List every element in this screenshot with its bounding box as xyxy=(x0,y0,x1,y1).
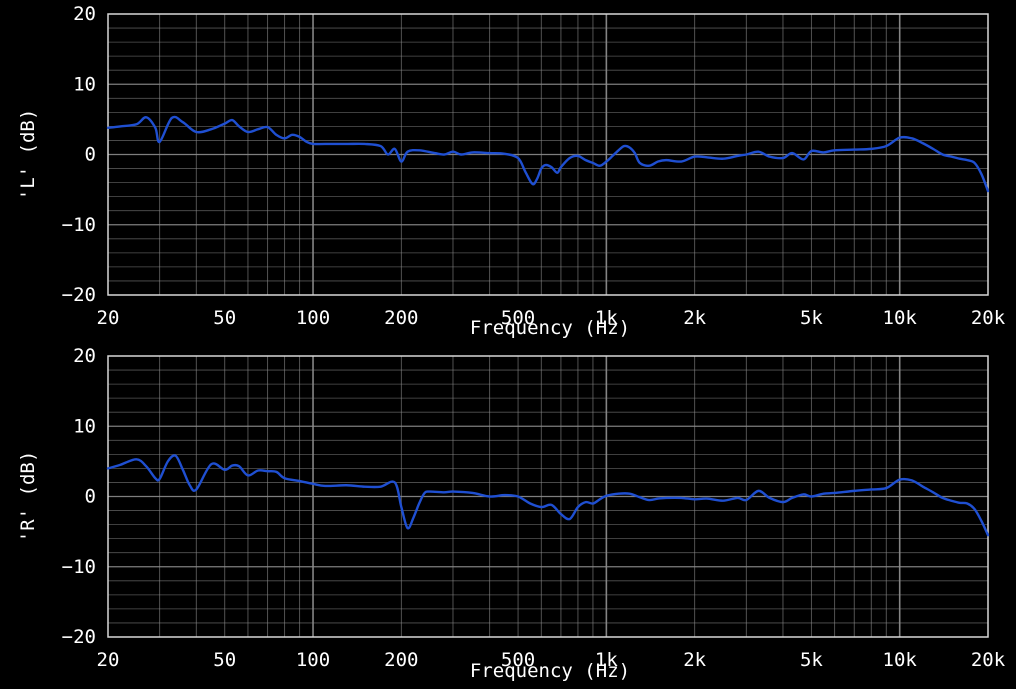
right-channel-x-axis-title: Frequency (Hz) xyxy=(470,660,630,682)
left-channel-x-tick-label: 2k xyxy=(683,307,706,329)
right-channel-y-tick-label: 0 xyxy=(85,486,96,508)
right-channel-x-tick-label: 10k xyxy=(883,649,918,671)
left-channel-y-tick-label: 20 xyxy=(73,3,96,25)
left-channel-x-tick-label: 1k xyxy=(595,307,618,329)
left-channel-x-tick-label: 5k xyxy=(800,307,823,329)
right-channel-y-axis-title: 'R' (dB) xyxy=(17,451,39,543)
right-channel-y-tick-label: −20 xyxy=(62,626,96,648)
right-channel-response-line xyxy=(106,454,990,537)
left-channel-y-tick-label: 10 xyxy=(73,73,96,95)
left-channel-response-line xyxy=(106,115,990,193)
right-channel-x-tick-label: 500 xyxy=(501,649,535,671)
left-channel-x-tick-label: 500 xyxy=(501,307,535,329)
right-channel-x-tick-label: 2k xyxy=(683,649,706,671)
right-channel-x-tick-label: 20 xyxy=(97,649,120,671)
left-channel-y-tick-label: −20 xyxy=(62,284,96,306)
right-channel-x-tick-label: 1k xyxy=(595,649,618,671)
left-channel-y-tick-label: 0 xyxy=(85,144,96,166)
right-channel-x-tick-label: 50 xyxy=(213,649,236,671)
left-channel-x-tick-label: 50 xyxy=(213,307,236,329)
right-channel-x-tick-label: 200 xyxy=(384,649,418,671)
left-channel-x-tick-label: 200 xyxy=(384,307,418,329)
left-channel-x-tick-label: 10k xyxy=(883,307,918,329)
right-channel-x-tick-label: 20k xyxy=(971,649,1006,671)
left-channel-plot-frame xyxy=(107,13,989,296)
left-channel-x-tick-label: 100 xyxy=(296,307,330,329)
right-channel-y-tick-label: −10 xyxy=(62,556,96,578)
left-channel-y-axis-title: 'L' (dB) xyxy=(17,109,39,201)
right-channel-y-tick-label: 20 xyxy=(73,345,96,367)
right-channel-y-tick-label: 10 xyxy=(73,415,96,437)
left-channel-x-tick-label: 20k xyxy=(971,307,1006,329)
left-channel-x-axis-title: Frequency (Hz) xyxy=(470,317,630,339)
left-channel-x-tick-label: 20 xyxy=(97,307,120,329)
right-channel-x-tick-label: 5k xyxy=(800,649,823,671)
right-channel-x-tick-label: 100 xyxy=(296,649,330,671)
left-channel-y-tick-label: −10 xyxy=(62,214,96,236)
right-channel-plot-frame xyxy=(107,355,989,638)
